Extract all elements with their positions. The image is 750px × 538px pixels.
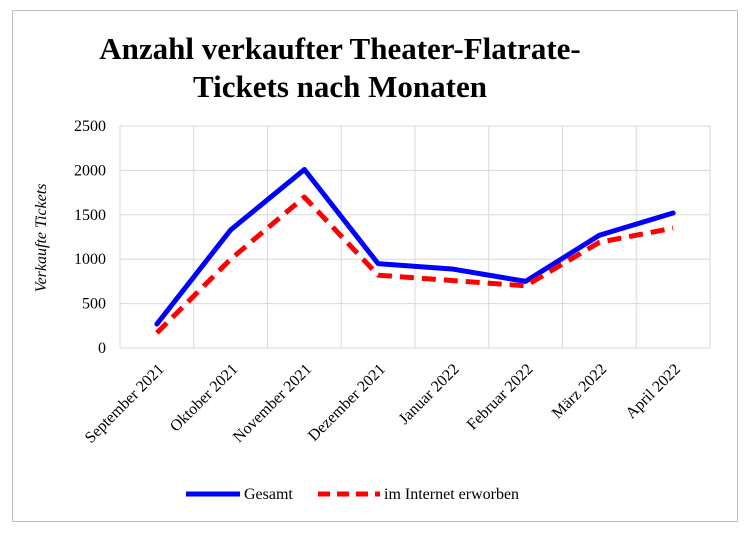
- series-line-1: [154, 167, 676, 327]
- x-tick-label: Oktober 2021: [167, 361, 242, 436]
- data-point: [155, 322, 159, 326]
- x-tick-label: März 2022: [549, 361, 610, 422]
- legend-label: im Internet erworben: [384, 486, 519, 503]
- legend: Gesamt im Internet erworben: [186, 486, 519, 503]
- data-point: [229, 257, 233, 261]
- grid-lines: [119, 125, 711, 349]
- data-point: [376, 273, 380, 277]
- data-point: [524, 279, 528, 283]
- chart-title: Anzahl verkaufter Theater-Flatrate- Tick…: [60, 30, 620, 106]
- data-point: [376, 262, 380, 266]
- data-point: [450, 279, 454, 283]
- data-point: [450, 267, 454, 271]
- y-tick-label: 1000: [74, 251, 106, 268]
- data-point: [155, 331, 159, 335]
- data-point: [524, 284, 528, 288]
- chart-frame: [12, 10, 738, 522]
- x-tick-label: Dezember 2021: [305, 361, 389, 445]
- data-point: [671, 226, 675, 230]
- x-tick-label: April 2022: [623, 361, 684, 422]
- y-tick-label: 500: [82, 296, 106, 313]
- x-tick-label: November 2021: [230, 361, 315, 446]
- y-tick-label: 0: [98, 340, 106, 357]
- y-tick-label: 1500: [74, 207, 106, 224]
- series-lines: [154, 167, 676, 335]
- y-tick-label: 2500: [74, 118, 106, 135]
- data-point: [302, 168, 306, 172]
- series-line-2: [155, 194, 674, 335]
- x-tick-label: Februar 2022: [464, 361, 537, 434]
- x-tick-label: Januar 2022: [396, 361, 463, 428]
- y-tick-label: 2000: [74, 162, 106, 179]
- data-point: [229, 228, 233, 232]
- legend-label: Gesamt: [244, 486, 293, 503]
- data-point: [597, 240, 601, 244]
- data-point: [597, 233, 601, 237]
- y-axis-ticks: 0 500 1000 1500 2000 2500: [74, 118, 106, 357]
- data-point: [302, 195, 306, 199]
- data-point: [671, 211, 675, 215]
- chart-title-line-2: Tickets nach Monaten: [193, 69, 487, 104]
- x-tick-label: September 2021: [82, 361, 168, 447]
- y-axis-label: Verkaufte Tickets: [33, 184, 50, 293]
- chart-title-line-1: Anzahl verkaufter Theater-Flatrate-: [99, 31, 581, 66]
